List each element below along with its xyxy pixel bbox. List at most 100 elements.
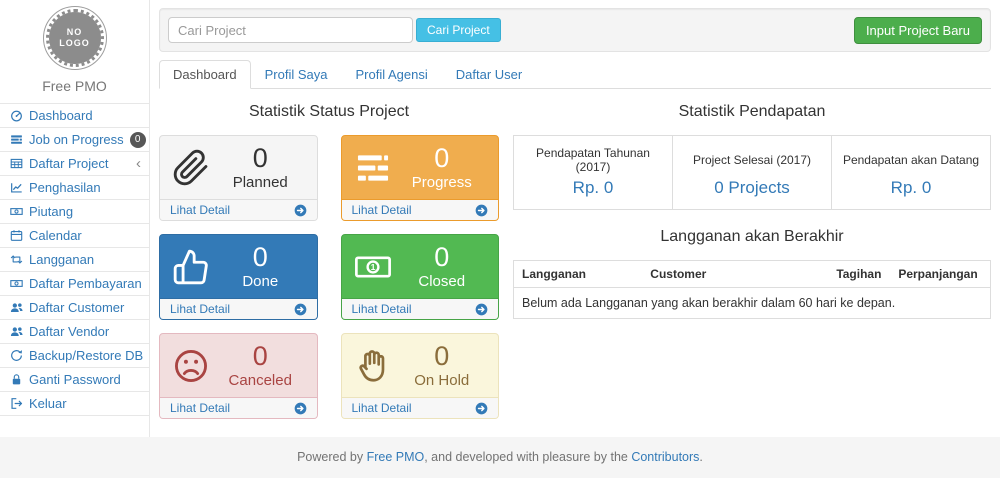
card-stat: 0 On Hold (398, 341, 487, 389)
sidebar-item-job-on-progress[interactable]: Job on Progress 0 (0, 128, 149, 152)
card-stat: 0 Canceled (216, 341, 305, 389)
lihat-detail-link[interactable]: Lihat Detail (351, 401, 412, 415)
main-content: Cari Project Input Project Baru Dashboar… (150, 0, 1000, 437)
sidebar-item-penghasilan[interactable]: Penghasilan (0, 176, 149, 200)
logo-ring: NO LOGO (42, 6, 107, 70)
card-stat: 0 Closed (398, 242, 487, 290)
card-closed: 0 Closed Lihat Detail (340, 234, 499, 320)
arrow-circle-right-icon[interactable] (475, 204, 488, 217)
income-section-title: Statistik Pendapatan (678, 103, 826, 120)
search-input[interactable] (168, 17, 413, 43)
sidebar-item-langganan[interactable]: Langganan (0, 248, 149, 272)
footer-text: , and developed with pleasure by the (424, 450, 632, 464)
project-search-toolbar: Cari Project Input Project Baru (159, 8, 991, 52)
arrow-circle-right-icon[interactable] (475, 303, 488, 316)
line-chart-icon (10, 181, 23, 194)
sidebar-item-piutang[interactable]: Piutang (0, 200, 149, 224)
lihat-detail-link[interactable]: Lihat Detail (170, 302, 231, 316)
sidebar-item-daftar-pembayaran[interactable]: Daftar Pembayaran (0, 272, 149, 296)
arrow-circle-right-icon[interactable] (294, 402, 307, 415)
status-column: Statistik Status Project 0 Planned Lihat… (159, 93, 499, 419)
lihat-detail-link[interactable]: Lihat Detail (351, 302, 412, 316)
status-section-title: Statistik Status Project (248, 103, 410, 120)
tasks-icon (354, 149, 398, 187)
card-progress: 0 Progress Lihat Detail (340, 135, 499, 221)
users-icon (10, 325, 23, 338)
refresh-icon (10, 349, 23, 362)
frown-icon (172, 347, 216, 385)
subscription-table: Langganan Customer Tagihan Perpanjangan … (513, 260, 991, 319)
calendar-icon (10, 229, 23, 242)
no-logo-badge: NO LOGO (45, 9, 104, 67)
income-value-cell: Rp. 0 (572, 178, 614, 197)
search-button[interactable]: Cari Project (416, 18, 501, 42)
sidebar-item-label: Ganti Password (29, 372, 121, 387)
subscription-header-row: Langganan Customer Tagihan Perpanjangan (513, 260, 991, 288)
sidebar-item-daftar-vendor[interactable]: Daftar Vendor (0, 320, 149, 344)
sidebar-item-dashboard[interactable]: Dashboard (0, 104, 149, 128)
lihat-detail-link[interactable]: Lihat Detail (351, 203, 412, 217)
card-value: 0 (434, 143, 450, 174)
chevron-left-icon: ‹ (136, 155, 141, 172)
arrow-circle-right-icon[interactable] (294, 204, 307, 217)
sidebar-item-calendar[interactable]: Calendar (0, 224, 149, 248)
sidebar-item-label: Daftar Pembayaran (29, 276, 142, 291)
sidebar-item-label: Penghasilan (29, 180, 101, 195)
users-icon (10, 301, 23, 314)
tab-profil-agensi[interactable]: Profil Agensi (355, 67, 428, 82)
sidebar-item-label: Langganan (29, 252, 95, 267)
card-value: 0 (252, 143, 268, 174)
sidebar-item-ganti-password[interactable]: Ganti Password (0, 368, 149, 392)
sidebar-item-keluar[interactable]: Keluar (0, 392, 149, 416)
subscription-header-cell: Perpanjangan (890, 260, 991, 288)
sidebar-item-daftar-customer[interactable]: Daftar Customer (0, 296, 149, 320)
tab-profil-saya[interactable]: Profil Saya (264, 67, 328, 82)
card-label: Done (242, 272, 279, 290)
card-stat: 0 Done (216, 242, 305, 290)
card-canceled: 0 Canceled Lihat Detail (159, 333, 318, 419)
card-label: Planned (232, 173, 288, 191)
money-icon (10, 205, 23, 218)
new-project-button[interactable]: Input Project Baru (853, 16, 982, 44)
tab-dashboard[interactable]: Dashboard (159, 60, 251, 89)
tasks-icon (10, 133, 23, 146)
lihat-detail-link[interactable]: Lihat Detail (170, 203, 231, 217)
tab-daftar-user[interactable]: Daftar User (455, 67, 523, 82)
status-cards: 0 Planned Lihat Detail (159, 135, 499, 419)
card-body: 0 Canceled (160, 334, 317, 397)
footer-text: . (699, 450, 703, 464)
lihat-detail-link[interactable]: Lihat Detail (170, 401, 231, 415)
card-label: Progress (411, 173, 472, 191)
table-icon (10, 157, 23, 170)
retweet-icon (10, 253, 23, 266)
card-label: On Hold (414, 371, 470, 389)
contributors-link[interactable]: Contributors (631, 450, 700, 464)
app-window: NO LOGO Free PMO Dashboard Job on Progre… (0, 0, 1000, 437)
income-value-cell: 0 Projects (672, 176, 832, 210)
card-stat: 0 Planned (216, 143, 305, 191)
income-header-cell: Pendapatan Tahunan (2017) (536, 146, 650, 174)
sidebar-item-daftar-project[interactable]: Daftar Project ‹ (0, 152, 149, 176)
logo-text-line2: LOGO (59, 38, 90, 48)
sidebar-nav: Dashboard Job on Progress 0 Daftar Proje… (0, 103, 149, 416)
card-value: 0 (252, 341, 268, 372)
income-value-cell: Rp. 0 (831, 176, 991, 210)
card-value: 0 (434, 242, 450, 273)
sidebar-item-label: Keluar (29, 396, 67, 411)
card-planned: 0 Planned Lihat Detail (159, 135, 318, 221)
thumbs-up-icon (172, 248, 216, 286)
sidebar-item-backup-restore-db[interactable]: Backup/Restore DB (0, 344, 149, 368)
sidebar-item-label: Job on Progress (29, 132, 124, 147)
card-done: 0 Done Lihat Detail (159, 234, 318, 320)
free-pmo-link[interactable]: Free PMO (366, 450, 425, 464)
card-label: Canceled (228, 371, 292, 389)
card-value: 0 (434, 341, 450, 372)
card-label: Closed (418, 272, 466, 290)
footer-text: Powered by (297, 450, 367, 464)
sidebar-item-label: Calendar (29, 228, 82, 243)
card-footer: Lihat Detail (160, 199, 317, 220)
card-stat: 0 Progress (398, 143, 487, 191)
income-column: Statistik Pendapatan Pendapatan Tahunan … (513, 93, 991, 419)
arrow-circle-right-icon[interactable] (475, 402, 488, 415)
arrow-circle-right-icon[interactable] (294, 303, 307, 316)
